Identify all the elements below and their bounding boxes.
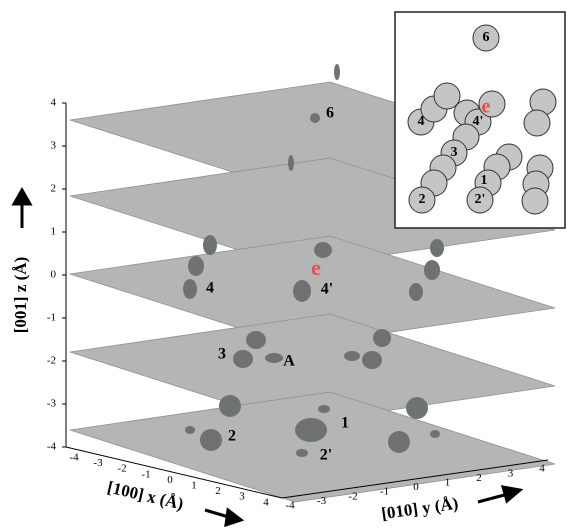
blob (183, 279, 197, 299)
inset (394, 11, 566, 229)
atom (521, 187, 549, 215)
atom (523, 109, 551, 137)
x-tick-label: -4 (69, 452, 79, 464)
x-tick-label: 2 (215, 485, 221, 497)
x-tick-label: 1 (191, 480, 197, 492)
blob (344, 351, 360, 361)
atom (408, 186, 436, 214)
plane (69, 313, 556, 425)
plot-label: 4' (321, 281, 333, 298)
isosurfaces (183, 64, 444, 457)
inset-label: e (482, 96, 491, 118)
inset-label: 3 (451, 145, 458, 160)
z-tick-label: 2 (51, 183, 57, 195)
blob (409, 283, 423, 301)
x-tick-label: -3 (93, 457, 103, 469)
blob (295, 418, 327, 442)
y-tick-label: 1 (445, 477, 451, 489)
plane (69, 391, 556, 503)
x-tick-label: 0 (167, 474, 173, 486)
axis-arrows (11, 186, 524, 528)
z-axis-label: [001] z (Å) (11, 257, 30, 333)
z-tick-label: -4 (47, 441, 57, 453)
z-tick-label: 3 (51, 140, 57, 152)
plot-label: e (311, 255, 321, 280)
inset-label: 2 (419, 192, 426, 207)
plot-label: 1 (341, 415, 349, 432)
blob (265, 353, 283, 363)
inset-label: 2' (475, 192, 486, 207)
atom (466, 186, 494, 214)
x-tick-label: -2 (117, 463, 126, 475)
blob (203, 235, 217, 255)
y-tick-label: 2 (476, 472, 482, 484)
y-tick-label: 0 (413, 481, 419, 493)
z-arrowhead (11, 186, 33, 206)
blob (424, 260, 440, 280)
blob (185, 426, 195, 434)
ticks: 4 3 2 1 0 -1 -2 -3 -4 -4 -3 -2 -1 0 1 2 3 4 -4 -3 -2 -1 0 1 2 3 4 (47, 97, 545, 512)
x-tick-label: 3 (239, 491, 245, 503)
blob (200, 429, 222, 451)
blob (288, 155, 294, 171)
plot-label: 2' (320, 447, 332, 464)
blob (246, 331, 266, 349)
plot-label: A (283, 353, 295, 370)
z-tick-label: 4 (51, 97, 57, 109)
blob (373, 329, 391, 347)
blob (233, 350, 253, 368)
y-tick-label: -4 (285, 500, 295, 512)
y-tick-label: 4 (539, 463, 545, 475)
blob (188, 256, 204, 276)
y-tick-label: -1 (380, 486, 389, 498)
inset-label: 6 (483, 30, 490, 45)
plot-label: 2 (228, 428, 236, 445)
blob (430, 239, 444, 257)
plot-label: 3 (218, 346, 226, 363)
blob (310, 113, 320, 123)
x-tick-label: -1 (141, 468, 150, 480)
plot-label: 4 (206, 280, 214, 297)
y-tick-label: -3 (317, 495, 327, 507)
blob (430, 430, 440, 438)
blob (334, 64, 340, 80)
plot-label: 6 (326, 105, 334, 122)
y-arrow (477, 492, 509, 504)
z-tick-label: -3 (47, 398, 57, 410)
z-tick-label: 1 (51, 226, 57, 238)
blob (314, 242, 332, 258)
z-tick-label: -1 (47, 312, 56, 324)
atom (433, 82, 461, 110)
blob (296, 449, 308, 457)
x-arrowhead (224, 507, 245, 528)
atom (472, 24, 500, 52)
inset-label: 1 (481, 173, 488, 188)
blob (388, 431, 410, 453)
blob (293, 280, 311, 302)
x-tick-label: 4 (263, 496, 269, 508)
y-tick-label: 3 (508, 467, 514, 479)
inset-label: 4 (418, 114, 425, 129)
y-tick-label: -2 (348, 490, 357, 502)
y-axis-label: [010] y (Å) (380, 494, 459, 524)
blob (406, 397, 428, 419)
blob (219, 395, 241, 417)
inset-label: 4' (473, 114, 484, 129)
atom (478, 90, 506, 118)
y-arrowhead (500, 485, 524, 504)
z-tick-label: 0 (51, 269, 57, 281)
blob (362, 351, 382, 369)
x-axis-label: [100] x (Å) (106, 477, 186, 513)
z-tick-label: -2 (47, 355, 56, 367)
blob (318, 405, 330, 413)
